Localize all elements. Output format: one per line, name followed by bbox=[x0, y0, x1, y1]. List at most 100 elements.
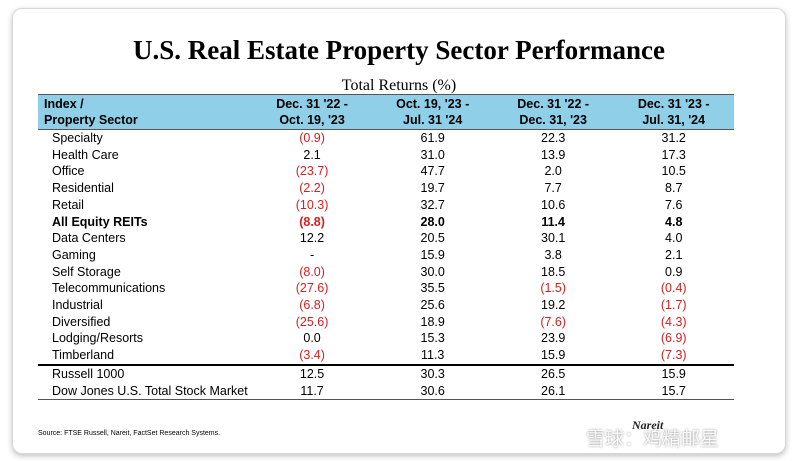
header-index-sector: Index / Property Sector bbox=[38, 94, 252, 130]
row-value: 28.0 bbox=[420, 214, 445, 229]
row-label: Russell 1000 bbox=[38, 363, 252, 383]
row-value: 31.0 bbox=[420, 147, 445, 162]
row-value: 10.5 bbox=[661, 164, 686, 179]
row-value: 30.3 bbox=[372, 363, 493, 383]
row-label: All Equity REITs bbox=[52, 214, 148, 229]
row-value: 15.7 bbox=[613, 382, 734, 401]
row-value: (0.4) bbox=[660, 281, 687, 296]
row-label: Diversified bbox=[52, 314, 111, 329]
row-value: 2.1 bbox=[665, 247, 683, 262]
table-row: Office (23.7) 47.7 2.0 10.5 bbox=[38, 163, 734, 180]
row-label: Specialty bbox=[52, 131, 103, 145]
row-value: (6.8) bbox=[299, 298, 325, 313]
row-value: (1.7) bbox=[660, 298, 687, 313]
page-title: U.S. Real Estate Property Sector Perform… bbox=[132, 35, 666, 65]
row-value: 30.1 bbox=[541, 231, 566, 246]
row-value: 0.9 bbox=[665, 264, 683, 279]
row-value: 15.9 bbox=[541, 348, 566, 363]
table-row: Retail (10.3) 32.7 10.6 7.6 bbox=[38, 197, 734, 214]
row-value: (7.6) bbox=[540, 314, 567, 329]
table-row: Health Care 2.1 31.0 13.9 17.3 bbox=[38, 147, 734, 164]
watermark: 雪球：鸡精邮星 bbox=[586, 429, 720, 450]
row-value: (25.6) bbox=[295, 314, 329, 329]
page-subtitle: Total Returns (%) bbox=[341, 77, 457, 94]
row-value: (27.6) bbox=[295, 281, 329, 296]
table-row: Telecommunications (27.6) 35.5 (1.5) (0.4) bbox=[38, 280, 734, 297]
row-value: (3.4) bbox=[299, 348, 325, 363]
table-row: Lodging/Resorts 0.0 15.3 23.9 (6.9) bbox=[38, 330, 734, 347]
row-value: (7.3) bbox=[660, 348, 687, 363]
row-value: 26.5 bbox=[492, 363, 614, 383]
row-value: 61.9 bbox=[420, 131, 445, 145]
row-label: Residential bbox=[52, 181, 114, 196]
row-label: Lodging/Resorts bbox=[52, 331, 144, 346]
row-value: 0.0 bbox=[303, 331, 321, 346]
row-value: (2.2) bbox=[299, 181, 325, 196]
row-value: 47.7 bbox=[420, 164, 445, 179]
row-value: 30.6 bbox=[372, 382, 493, 401]
row-label: Timberland bbox=[52, 348, 115, 363]
row-value: 13.9 bbox=[541, 147, 566, 162]
row-value: 12.5 bbox=[251, 363, 373, 383]
row-value: 12.2 bbox=[299, 231, 325, 246]
row-value: 19.2 bbox=[541, 298, 566, 313]
row-value: (10.3) bbox=[295, 197, 329, 212]
row-label: Dow Jones U.S. Total Stock Market bbox=[38, 382, 252, 401]
row-value: 15.9 bbox=[613, 363, 734, 383]
row-label: Health Care bbox=[52, 147, 119, 162]
row-value: 25.6 bbox=[420, 298, 445, 313]
row-value: 17.3 bbox=[661, 147, 686, 162]
row-value: (23.7) bbox=[295, 164, 329, 179]
header-period-4: Dec. 31 '23 - Jul. 31, '24 bbox=[613, 94, 734, 130]
benchmark-row: Dow Jones U.S. Total Stock Market 11.7 30.… bbox=[38, 382, 734, 401]
header-period-2: Oct. 19, '23 - Jul. 31 '24 bbox=[372, 94, 493, 130]
row-value: 30.0 bbox=[420, 264, 445, 279]
row-value: (8.8) bbox=[299, 214, 325, 229]
row-value: 18.9 bbox=[420, 314, 445, 329]
row-value: - bbox=[309, 247, 315, 262]
row-value: 22.3 bbox=[541, 131, 566, 145]
row-value: 15.3 bbox=[420, 331, 445, 346]
row-label: Office bbox=[52, 164, 85, 179]
row-label: Gaming bbox=[52, 247, 96, 262]
row-value: 20.5 bbox=[420, 231, 445, 246]
row-value: (0.9) bbox=[299, 131, 325, 145]
row-value: 32.7 bbox=[420, 197, 445, 212]
table-row: Data Centers 12.2 20.5 30.1 4.0 bbox=[38, 230, 734, 247]
row-value: 11.3 bbox=[420, 348, 445, 363]
performance-table: Index / Property Sector Dec. 31 '22 - Oc… bbox=[38, 94, 734, 401]
row-value: 2.1 bbox=[303, 147, 321, 162]
row-value: (4.3) bbox=[660, 314, 687, 329]
row-value: 31.2 bbox=[661, 131, 686, 145]
row-value: (6.9) bbox=[660, 331, 687, 346]
table-row: Gaming - 15.9 3.8 2.1 bbox=[38, 247, 734, 264]
table-row: Specialty (0.9) 61.9 22.3 31.2 bbox=[38, 130, 734, 147]
row-value: 15.9 bbox=[420, 247, 445, 262]
row-value: 3.8 bbox=[544, 247, 562, 262]
row-label: Self Storage bbox=[52, 264, 121, 279]
row-value: (8.0) bbox=[299, 264, 325, 279]
row-label: Data Centers bbox=[52, 231, 126, 246]
benchmark-row: Russell 1000 12.5 30.3 26.5 15.9 bbox=[38, 363, 734, 383]
row-value: 7.7 bbox=[544, 181, 562, 196]
row-value: 7.6 bbox=[665, 197, 683, 212]
table-row: Residential (2.2) 19.7 7.7 8.7 bbox=[38, 180, 734, 197]
row-value: 10.6 bbox=[541, 197, 566, 212]
source-note: Source: FTSE Russell, Nareit, FactSet Re… bbox=[38, 430, 221, 437]
row-value: 23.9 bbox=[541, 331, 566, 346]
row-label: Telecommunications bbox=[52, 281, 166, 296]
row-value: 19.7 bbox=[420, 181, 445, 196]
table-header-row: Index / Property Sector Dec. 31 '22 - Oc… bbox=[38, 94, 734, 130]
row-value: 11.4 bbox=[541, 214, 565, 229]
row-value: (1.5) bbox=[540, 281, 567, 296]
row-value: 4.8 bbox=[665, 214, 683, 229]
nareit-logo: Nareit bbox=[632, 418, 664, 432]
table-body: Specialty (0.9) 61.9 22.3 31.2 Health Care 2.1… bbox=[38, 130, 734, 401]
table-row: Self Storage (8.0) 30.0 18.5 0.9 bbox=[38, 264, 734, 281]
row-value: 4.0 bbox=[665, 231, 683, 246]
row-value: 18.5 bbox=[541, 264, 566, 279]
row-value: 26.1 bbox=[492, 382, 614, 401]
row-label: Retail bbox=[52, 197, 84, 212]
row-label: Industrial bbox=[52, 298, 103, 313]
header-period-1: Dec. 31 '22 - Oct. 19, '23 bbox=[251, 94, 373, 130]
